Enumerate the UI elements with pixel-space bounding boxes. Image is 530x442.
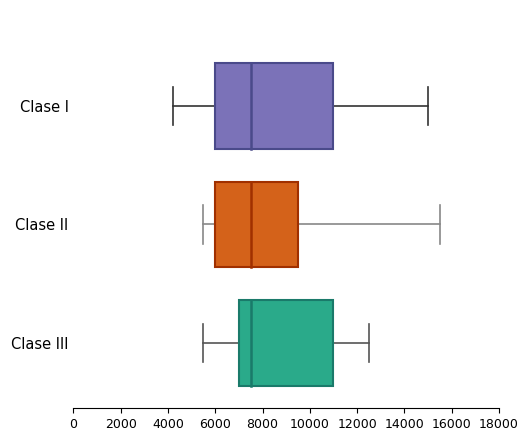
Bar <box>215 182 298 267</box>
Bar <box>239 300 333 386</box>
Bar <box>215 63 333 149</box>
